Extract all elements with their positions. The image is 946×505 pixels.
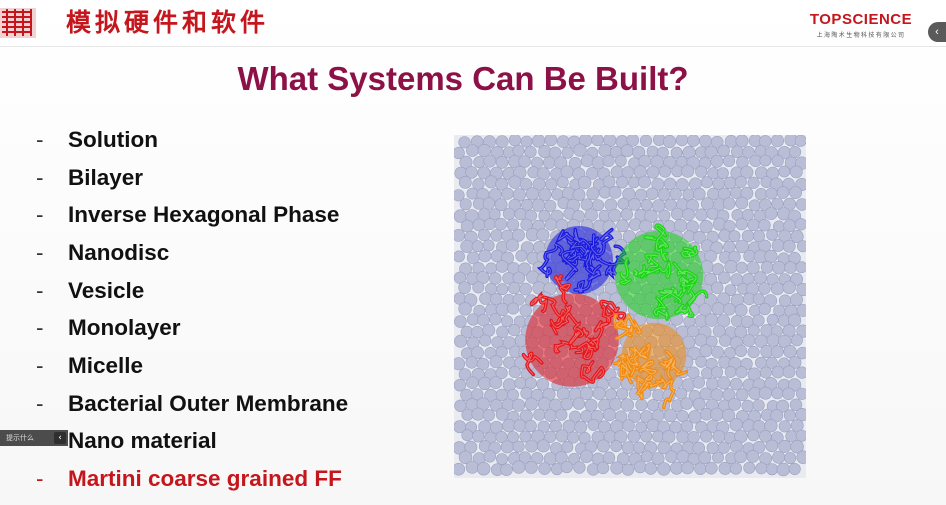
list-item: - Monolayer: [36, 309, 348, 347]
collapse-left-icon[interactable]: ‹: [54, 432, 66, 444]
list-item-label: Solution: [68, 126, 158, 152]
bullet-dash: -: [36, 202, 44, 228]
header-divider: [0, 46, 946, 47]
list-item-label: Bilayer: [68, 164, 144, 190]
brand-logo: TOPSCIENCE 上海陶术生物科技有限公司: [806, 11, 916, 40]
list-item: - Solution: [36, 121, 348, 159]
list-item: - Micelle: [36, 347, 348, 385]
side-panel-tab[interactable]: 提示什么 ‹: [0, 430, 68, 446]
list-item-label: Micelle: [68, 352, 144, 378]
slide-header: 模拟硬件和软件 TOPSCIENCE 上海陶术生物科技有限公司 ‹: [0, 0, 946, 46]
bullet-dash: -: [36, 126, 44, 152]
brand-name: TOPSCIENCE: [809, 11, 913, 28]
list-item-label: Monolayer: [68, 315, 181, 341]
collapse-right-button[interactable]: ‹: [928, 22, 946, 42]
list-item-label: Inverse Hexagonal Phase: [68, 202, 340, 228]
list-item-label: Nano material: [68, 428, 217, 454]
list-item-label: Martini coarse grained FF: [68, 466, 342, 492]
list-item: - Nanodisc: [36, 234, 348, 272]
bullet-dash: -: [36, 390, 44, 416]
list-item-label: Nanodisc: [68, 239, 170, 265]
chevron-left-icon: ‹: [935, 26, 939, 38]
bullet-dash: -: [36, 239, 44, 265]
list-item: -Nano material: [36, 423, 348, 461]
list-item-label: Bacterial Outer Membrane: [68, 390, 349, 416]
list-item: - Inverse Hexagonal Phase: [36, 196, 348, 234]
protein-structure: [521, 223, 709, 410]
side-panel-label: 提示什么: [6, 434, 34, 442]
logo-grid-icon: [0, 8, 36, 38]
brand-subtitle: 上海陶术生物科技有限公司: [816, 32, 906, 39]
list-item: - Vesicle: [36, 272, 348, 310]
systems-list: - Solution - Bilayer - Inverse Hexagonal Phas…: [36, 121, 348, 498]
slide-title: What Systems Can Be Built?: [237, 60, 689, 97]
bullet-dash: -: [36, 164, 44, 190]
simulation-figure: [454, 135, 806, 478]
list-item: - Martini coarse grained FF: [36, 460, 348, 498]
bullet-dash: -: [36, 277, 44, 303]
list-item-label: Vesicle: [68, 277, 145, 303]
bullet-dash: -: [36, 466, 44, 492]
list-item: - Bacterial Outer Membrane: [36, 385, 348, 423]
bullet-dash: -: [36, 352, 44, 378]
section-title: 模拟硬件和软件: [66, 8, 270, 37]
list-item: - Bilayer: [36, 159, 348, 197]
bullet-dash: -: [36, 315, 44, 341]
